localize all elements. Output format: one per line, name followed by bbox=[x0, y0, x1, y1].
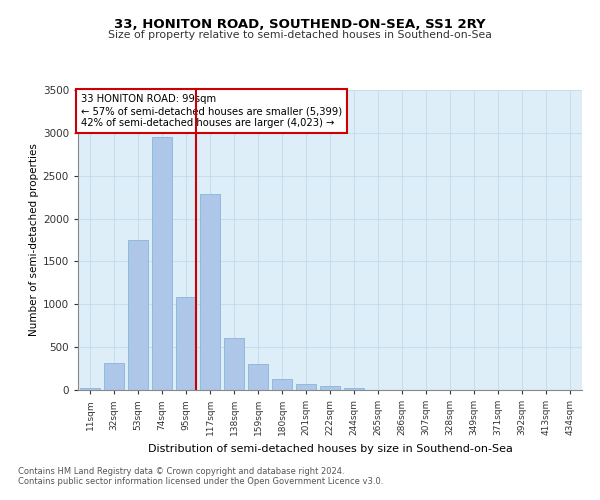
Bar bbox=[104, 364, 124, 390]
Text: Size of property relative to semi-detached houses in Southend-on-Sea: Size of property relative to semi-detach… bbox=[108, 30, 492, 40]
Bar bbox=[224, 338, 244, 390]
Bar bbox=[200, 194, 220, 390]
Bar bbox=[152, 137, 172, 390]
X-axis label: Distribution of semi-detached houses by size in Southend-on-Sea: Distribution of semi-detached houses by … bbox=[148, 444, 512, 454]
Bar bbox=[128, 240, 148, 390]
Bar bbox=[272, 379, 292, 390]
Bar bbox=[344, 388, 364, 390]
Bar bbox=[80, 388, 100, 390]
Text: 33, HONITON ROAD, SOUTHEND-ON-SEA, SS1 2RY: 33, HONITON ROAD, SOUTHEND-ON-SEA, SS1 2… bbox=[114, 18, 486, 30]
Bar bbox=[176, 296, 196, 390]
Text: 33 HONITON ROAD: 99sqm
← 57% of semi-detached houses are smaller (5,399)
42% of : 33 HONITON ROAD: 99sqm ← 57% of semi-det… bbox=[80, 94, 341, 128]
Text: Contains public sector information licensed under the Open Government Licence v3: Contains public sector information licen… bbox=[18, 477, 383, 486]
Bar bbox=[296, 384, 316, 390]
Bar bbox=[248, 364, 268, 390]
Bar bbox=[320, 386, 340, 390]
Y-axis label: Number of semi-detached properties: Number of semi-detached properties bbox=[29, 144, 38, 336]
Text: Contains HM Land Registry data © Crown copyright and database right 2024.: Contains HM Land Registry data © Crown c… bbox=[18, 467, 344, 476]
